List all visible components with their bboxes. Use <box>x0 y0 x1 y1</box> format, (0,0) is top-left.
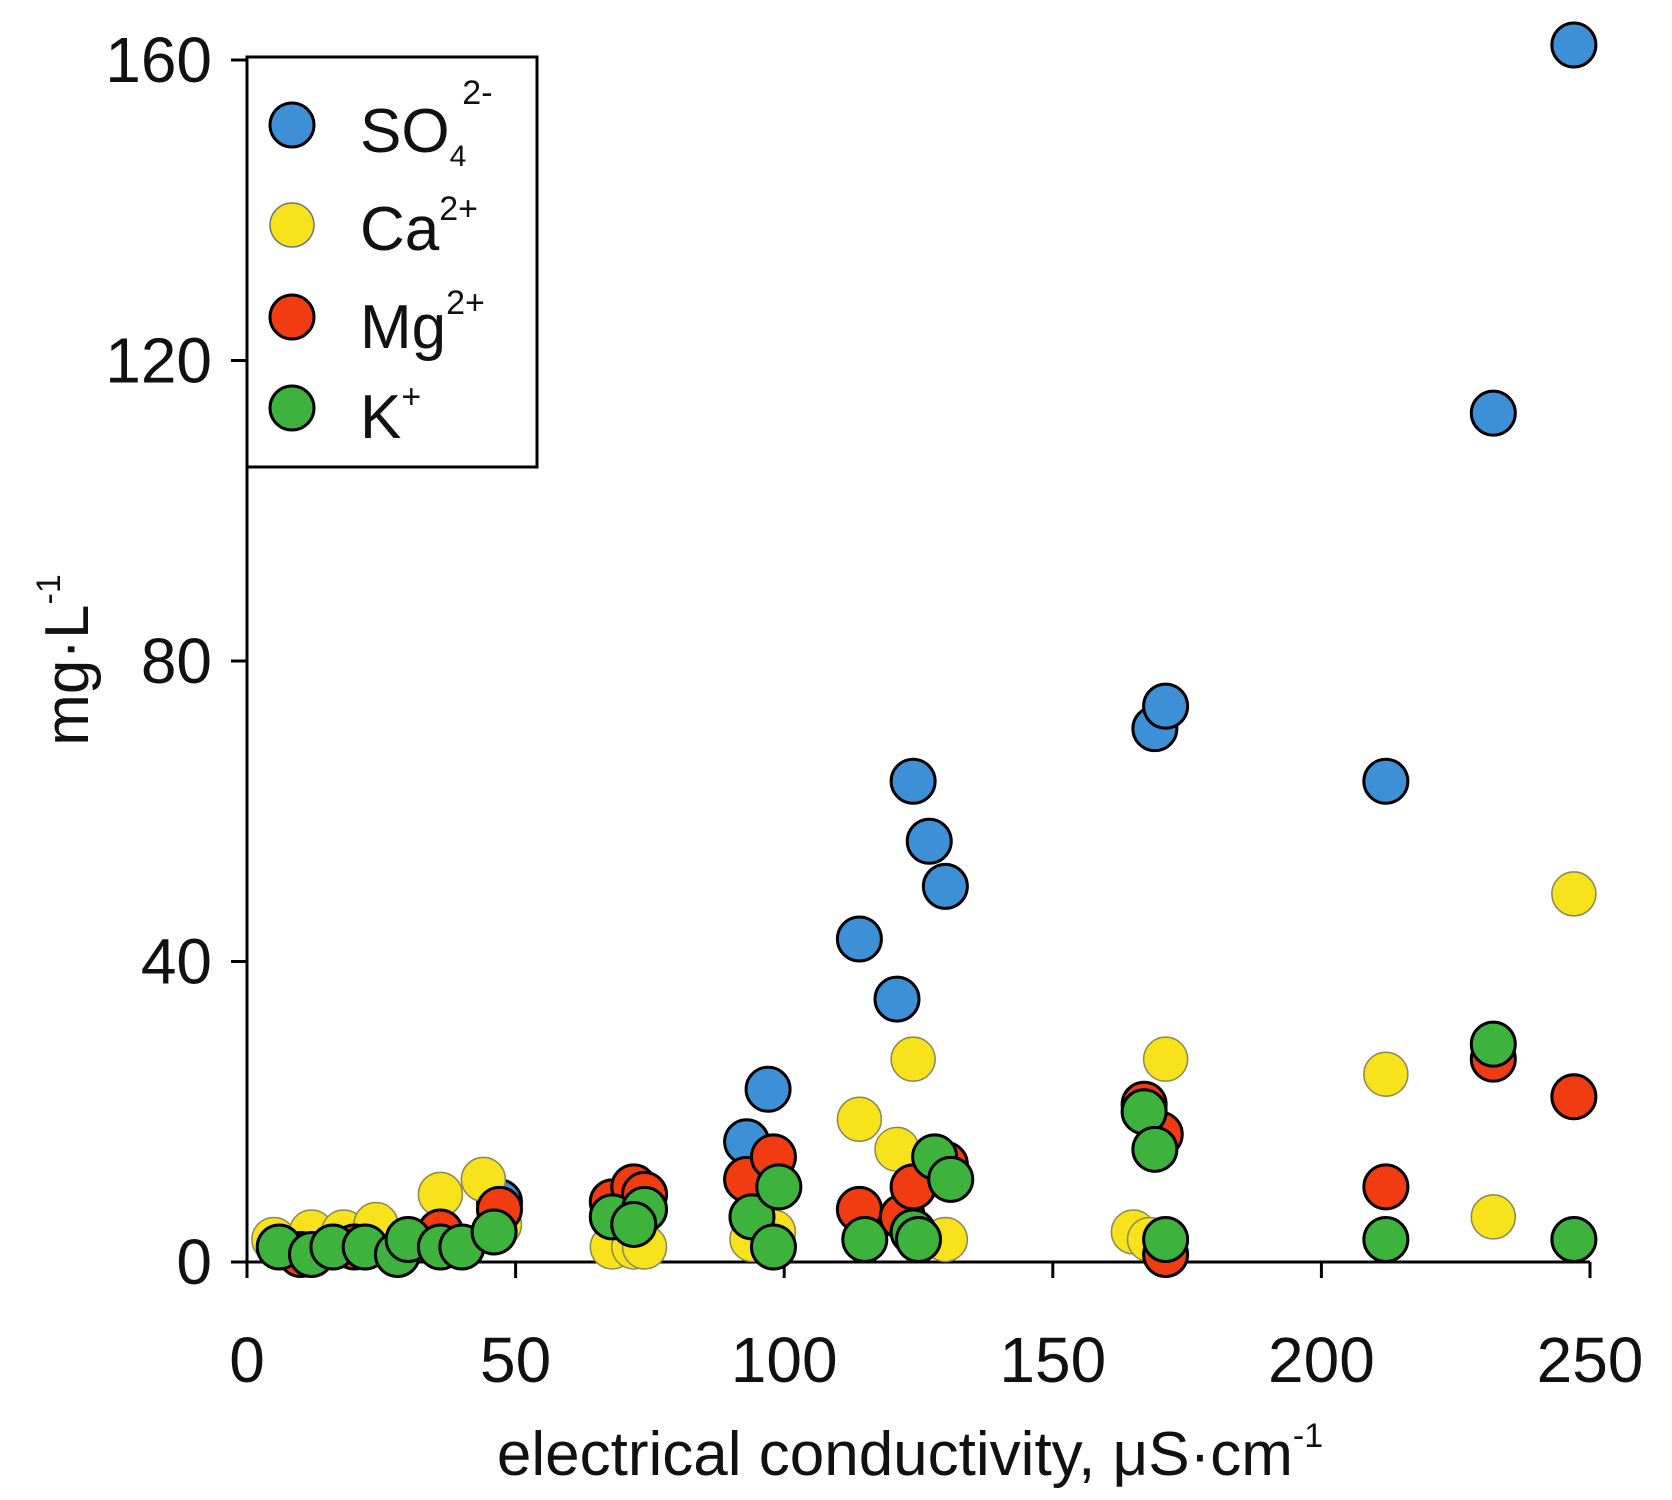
k-point <box>470 1208 518 1256</box>
legend-mg-text: Mg <box>360 293 446 362</box>
legend-label-k: K+ <box>360 378 421 452</box>
so4-point <box>921 862 969 910</box>
k-point <box>895 1215 942 1263</box>
legend-ca-sup: 2+ <box>439 190 478 228</box>
legend-label-ca: Ca2+ <box>360 190 478 264</box>
k-point <box>841 1215 889 1263</box>
legend-label-so4: SO4 2- <box>360 74 493 173</box>
x-tick-label: 50 <box>480 1324 551 1396</box>
k-point <box>1550 1215 1598 1263</box>
legend-k-text: K <box>360 383 401 452</box>
ca-point <box>1142 1036 1189 1082</box>
so4-point <box>1469 389 1517 437</box>
x-tick-label: 100 <box>731 1324 838 1396</box>
legend-marker-so4 <box>268 101 316 149</box>
so4-point <box>1142 682 1190 730</box>
y-tick-label: 120 <box>105 325 212 397</box>
legend-k-sup: + <box>401 378 421 416</box>
data-points <box>251 21 1598 1278</box>
k-point <box>610 1200 658 1248</box>
k-point <box>749 1223 797 1271</box>
ca-point <box>1363 1051 1409 1097</box>
legend-marker-mg <box>268 293 316 341</box>
so4-point <box>905 817 953 865</box>
k-point <box>1469 1020 1517 1068</box>
legend-marker-k <box>268 384 316 432</box>
x-ticks: 0 50 100 150 200 250 <box>229 1262 1643 1396</box>
so4-point <box>889 757 937 805</box>
ca-point <box>836 1096 883 1143</box>
legend: SO42- Ca2+ Mg2+ K+ <box>245 55 539 469</box>
mg-point <box>1550 1073 1598 1121</box>
legend-so4-sub: 4 <box>450 140 467 173</box>
so4-point <box>1362 757 1410 805</box>
x-axis-label: electrical conductivity, μS·cm-1 <box>497 1417 1323 1489</box>
k-point <box>1362 1215 1410 1263</box>
y-tick-label: 40 <box>141 926 212 998</box>
y-axis-label-text: mg·L <box>33 604 102 745</box>
x-tick-label: 150 <box>999 1324 1106 1396</box>
y-tick-label: 80 <box>141 625 212 697</box>
legend-label-mg: Mg2+ <box>360 284 485 362</box>
x-tick-label: 250 <box>1537 1324 1644 1396</box>
x-tick-label: 0 <box>229 1324 265 1396</box>
k-point <box>927 1155 975 1203</box>
x-axis-label-sup: -1 <box>1293 1417 1323 1455</box>
legend-marker-ca <box>269 202 315 248</box>
so4-point <box>1550 21 1598 69</box>
k-point <box>1131 1125 1179 1173</box>
so4-point <box>873 975 921 1023</box>
so4-point <box>835 915 883 963</box>
mg-point <box>1362 1163 1410 1211</box>
k-point <box>1142 1215 1190 1263</box>
y-axis-label-sup: -1 <box>30 574 68 604</box>
y-ticks: 0 40 80 120 160 <box>105 24 247 1298</box>
ca-point <box>1470 1194 1517 1240</box>
k-point <box>755 1163 803 1211</box>
x-axis-label-text: electrical conductivity, μS·cm <box>497 1420 1293 1489</box>
legend-mg-sup: 2+ <box>446 284 485 322</box>
ca-point <box>1551 871 1597 917</box>
x-tick-label: 200 <box>1268 1324 1375 1396</box>
y-tick-label: 0 <box>176 1226 212 1298</box>
ca-point <box>890 1036 936 1082</box>
y-axis-label: mg·L-1 <box>30 574 102 746</box>
y-tick-label: 160 <box>105 24 212 96</box>
legend-so4-sup: 2- <box>462 74 492 112</box>
legend-so4-text: SO <box>360 97 450 166</box>
legend-ca-text: Ca <box>360 195 440 264</box>
so4-point <box>744 1065 792 1113</box>
